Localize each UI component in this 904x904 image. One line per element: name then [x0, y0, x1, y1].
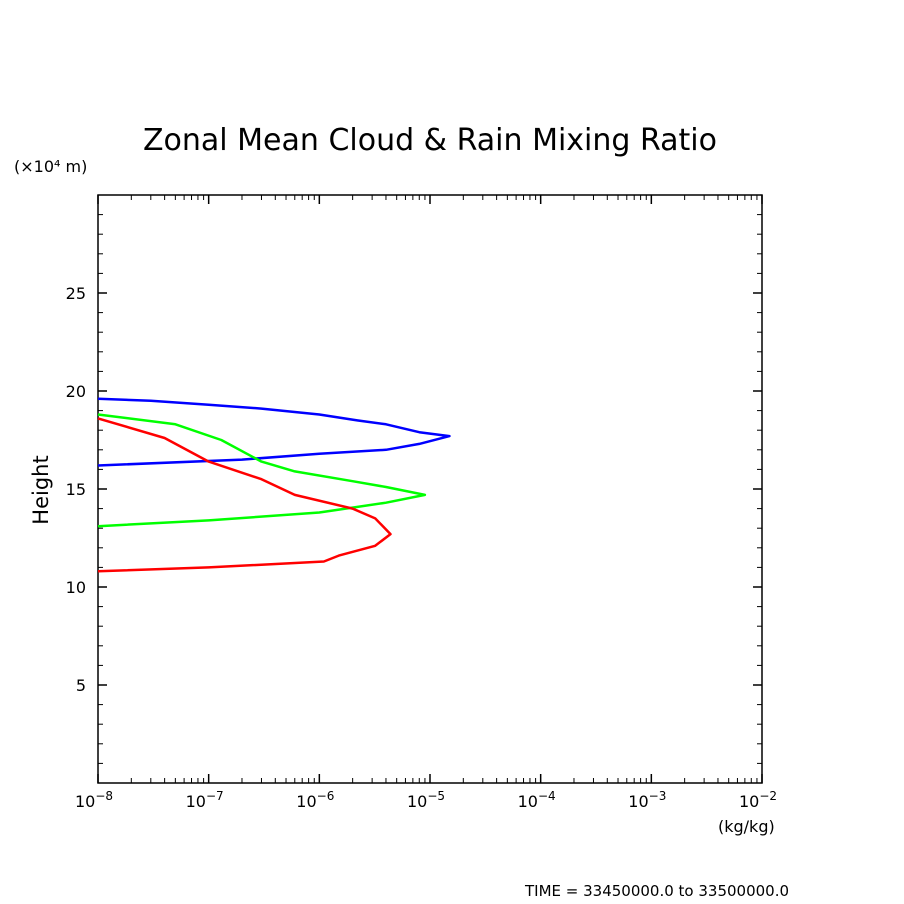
series-line-1 — [97, 397, 451, 467]
plot-frame — [97, 194, 763, 784]
x-tick-label: 10−4 — [518, 789, 556, 811]
y-tick-label: 15 — [66, 480, 86, 499]
data-series — [97, 397, 451, 573]
x-tick-label: 10−3 — [628, 789, 666, 811]
y-tick-label: 25 — [66, 284, 86, 303]
y-tick-label: 5 — [76, 676, 86, 695]
chart-title: Zonal Mean Cloud & Rain Mixing Ratio — [143, 123, 717, 158]
time-range-label: TIME = 33450000.0 to 33500000.0 — [524, 882, 789, 900]
y-axis-label: Height — [29, 455, 53, 524]
x-tick-label: 10−7 — [186, 789, 224, 811]
x-tick-label: 10−8 — [75, 789, 113, 811]
y-unit-label: (×10⁴ m) — [14, 157, 87, 176]
x-unit-label: (kg/kg) — [718, 817, 775, 836]
x-tick-label: 10−5 — [407, 789, 445, 811]
x-tick-label: 10−2 — [739, 789, 777, 811]
series-line-2 — [97, 413, 427, 528]
y-tick-label: 20 — [66, 382, 86, 401]
x-tick-label: 10−6 — [296, 789, 334, 811]
y-tick-labels: 5 10 15 20 25 — [66, 284, 86, 695]
x-tick-labels: 10−8 10−7 10−6 10−5 10−4 10−3 10−2 — [75, 789, 777, 811]
series-line-3 — [97, 417, 392, 573]
tick-marks — [97, 195, 763, 783]
y-tick-label: 10 — [66, 578, 86, 597]
